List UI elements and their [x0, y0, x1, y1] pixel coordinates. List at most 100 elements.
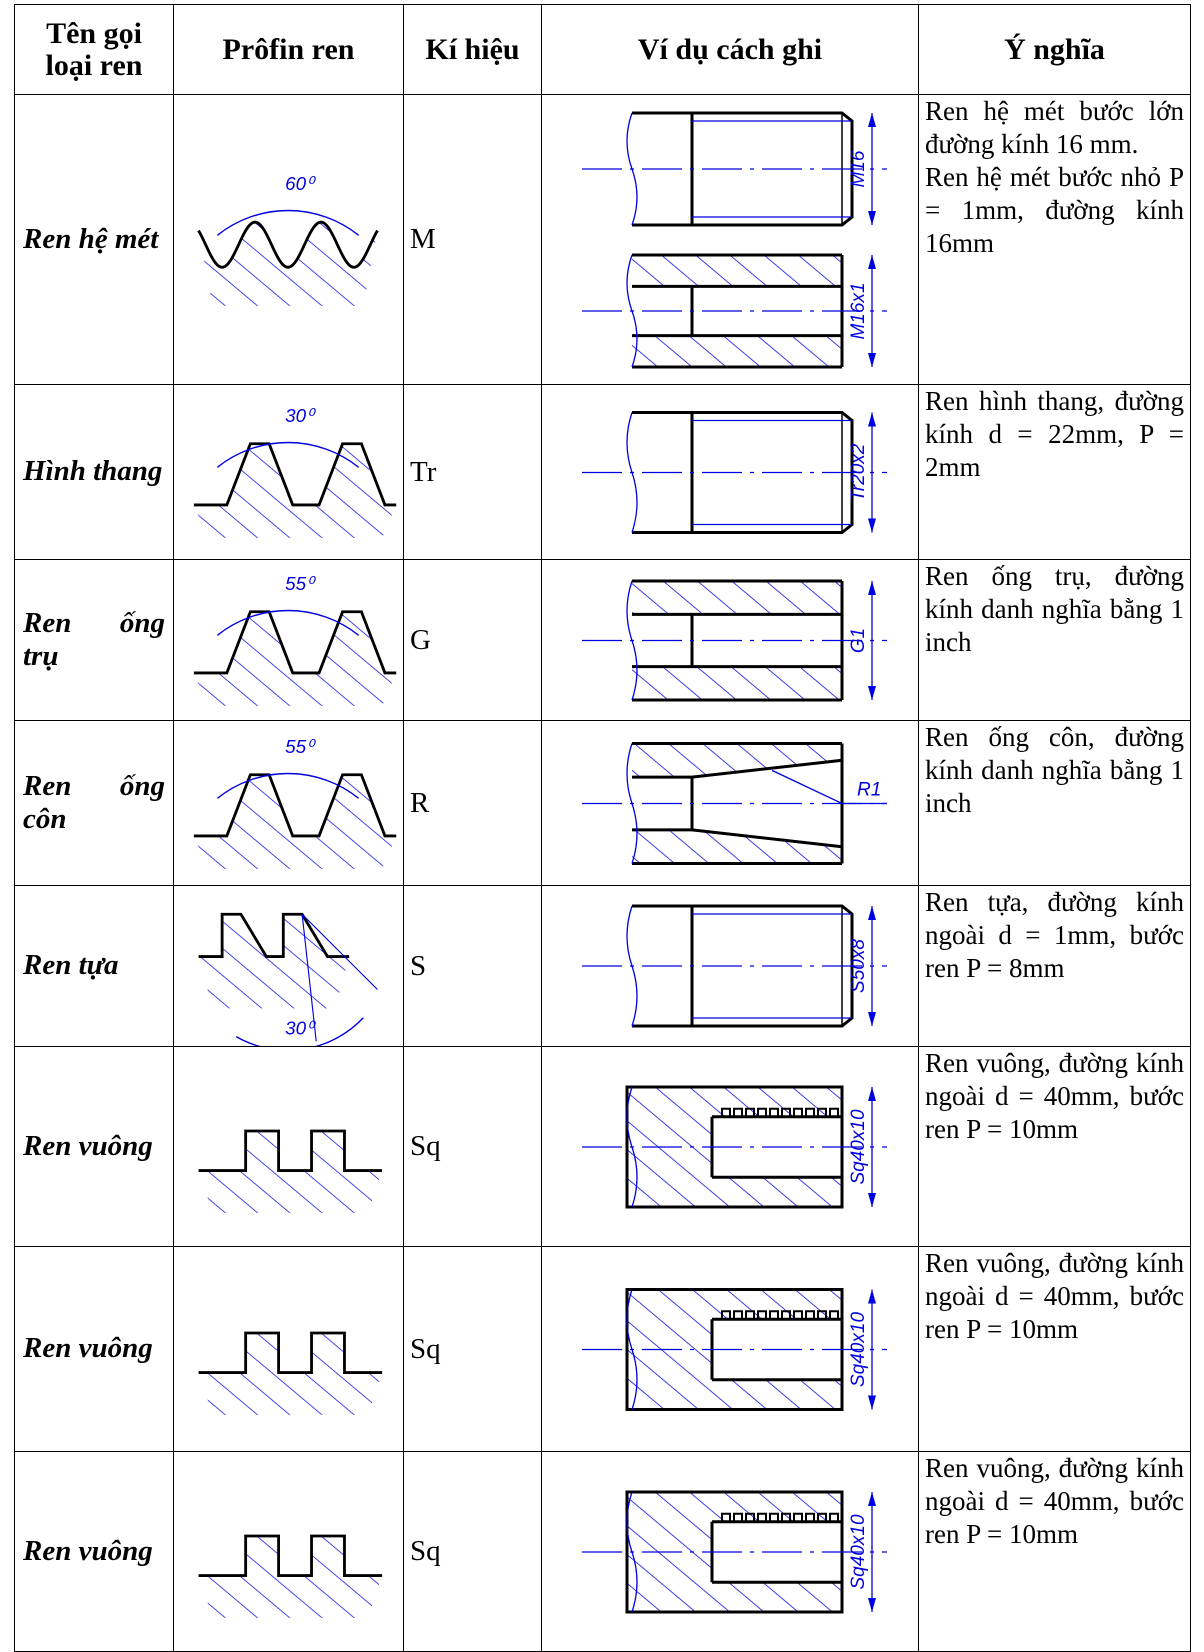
table-row: Ren ống trụ 55⁰ G G1 Ren ống trụ, đường kính… [14, 559, 1191, 721]
meaning-text: Ren hệ mét bước nhỏ P = 1mm, đường kính … [925, 161, 1184, 258]
header-row: Tên gọi loại ren Prôfin ren Kí hiệu Ví d… [14, 4, 1191, 95]
arrowhead [868, 352, 876, 367]
table-row: Ren vuông Sq Sq40x10 Ren vuông, đường kính … [14, 1046, 1191, 1247]
example-group: Sq40x10 [582, 1287, 887, 1411]
example-cell: Sq40x10 [541, 1451, 919, 1652]
dimension-label: Tr20x2 [848, 443, 869, 501]
hatch-area [193, 774, 397, 869]
profile-drawing [198, 1129, 383, 1213]
thread-name: Ren ống trụ [14, 559, 174, 721]
arrowhead [868, 518, 876, 532]
meaning-cell: Ren hệ mét bước lớn đường kính 16 mm. Ren… [918, 94, 1191, 385]
hatch-area [193, 443, 397, 538]
angle-label: 60⁰ [285, 173, 316, 194]
thread-teeth [721, 1107, 842, 1118]
example-cell: G1 [541, 559, 919, 721]
dimension-label: R1 [857, 779, 881, 800]
example-drawing: Sq40x10 [582, 1287, 887, 1411]
thread-teeth [721, 1309, 842, 1320]
example-group: Sq40x10 [582, 1490, 887, 1613]
thread-symbol: S [403, 885, 542, 1047]
thread-table: Tên gọi loại ren Prôfin ren Kí hiệu Ví d… [14, 4, 1191, 1652]
hatch-area [193, 611, 397, 706]
angle-label: 30⁰ [285, 1018, 316, 1039]
example-cell: Sq40x10 [541, 1246, 919, 1452]
angle-arc [216, 441, 360, 468]
profile-cell: 30⁰ [173, 384, 404, 560]
hatch-area [632, 666, 842, 700]
arrowhead [868, 412, 876, 426]
angle-arc [216, 209, 360, 236]
example-group: Sq40x10 [582, 1085, 887, 1208]
profile-drawing [198, 1534, 383, 1618]
example-drawing: Sq40x10 [582, 1490, 887, 1613]
hatch-area [632, 580, 842, 614]
arrowhead [868, 1597, 876, 1612]
header-cell: Ý nghĩa [918, 4, 1191, 95]
thread-name: Ren tựa [14, 885, 174, 1047]
meaning-text: Ren hệ mét bước lớn đường kính 16 mm. [925, 96, 1184, 159]
thread-name: Ren vuông [14, 1451, 174, 1652]
example-group: M16x1 [582, 253, 887, 368]
thread-name: Ren vuông [14, 1246, 174, 1452]
dimension-label: Sq40x10 [848, 1514, 869, 1589]
hatch-area [632, 829, 842, 863]
arrowhead [868, 1491, 876, 1506]
arrowhead [868, 1192, 876, 1207]
meaning-text: Ren ống côn, đường kính danh nghĩa bằng … [925, 722, 1184, 818]
example-drawing: M16 M16x1 [582, 111, 887, 368]
meaning-text: Ren ống trụ, đường kính danh nghĩa bằng … [925, 561, 1184, 657]
arrowhead [868, 1395, 876, 1409]
profile-group [198, 1129, 383, 1213]
profile-group: 30⁰ [198, 912, 378, 1046]
arrowhead [868, 685, 876, 700]
thread-profile [197, 220, 379, 269]
example-cell: Sq40x10 [541, 1046, 919, 1247]
thread-teeth [721, 1512, 842, 1523]
dimension-label: G1 [848, 627, 869, 652]
meaning-cell: Ren tựa, đường kính ngoài d = 1mm, bước … [918, 885, 1191, 1047]
arrowhead [868, 254, 876, 269]
thread-profile [193, 773, 397, 838]
meaning-cell: Ren vuông, đường kính ngoài d = 40mm, bư… [918, 1246, 1191, 1452]
thread-symbol: Sq [403, 1246, 542, 1452]
meaning-text: Ren vuông, đường kính ngoài d = 40mm, bư… [925, 1048, 1184, 1144]
profile-cell: 55⁰ [173, 559, 404, 721]
thread-profile [198, 1129, 383, 1172]
example-group: M16 [582, 111, 887, 226]
header-cell: Ví dụ cách ghi [541, 4, 919, 95]
thread-name: Ren hệ mét [14, 94, 174, 385]
hatch-area [632, 254, 842, 286]
angle-label: 30⁰ [285, 405, 316, 426]
table-row: Ren tựa 30⁰ S S50x8 Ren tựa, đường kính ngoà… [14, 885, 1191, 1047]
thread-name: Ren ống côn [14, 720, 174, 886]
profile-drawing: 55⁰ [193, 573, 397, 706]
example-cell: M16 M16x1 [541, 94, 919, 385]
dimension-label: M16x1 [848, 282, 869, 339]
example-group: R1 [582, 741, 887, 865]
example-group: S50x8 [582, 904, 887, 1028]
profile-drawing: 60⁰ [197, 173, 379, 306]
thread-profile [193, 610, 397, 675]
outline [691, 758, 843, 779]
profile-group: 55⁰ [193, 736, 397, 869]
table-row: Ren vuông Sq Sq40x10 Ren vuông, đường kính … [14, 1246, 1191, 1452]
meaning-text: Ren vuông, đường kính ngoài d = 40mm, bư… [925, 1453, 1184, 1549]
thread-profile [198, 1331, 383, 1374]
arrowhead [868, 112, 876, 127]
profile-drawing [198, 1331, 383, 1415]
arrowhead [868, 1289, 876, 1303]
dimension-label: Sq40x10 [848, 1311, 869, 1386]
hatch-area [632, 743, 842, 777]
angle-arc [235, 1017, 364, 1046]
leader-line [771, 769, 887, 804]
thread-symbol: R [403, 720, 542, 886]
thread-symbol: Sq [403, 1046, 542, 1247]
example-drawing: G1 [582, 579, 887, 701]
table-row: Hình thang 30⁰ Tr Tr20x2 Ren hình thang, đườ… [14, 384, 1191, 560]
meaning-cell: Ren vuông, đường kính ngoài d = 40mm, bư… [918, 1451, 1191, 1652]
dimension-label: S50x8 [848, 939, 869, 993]
thread-profile [198, 1534, 383, 1577]
table-row: Ren ống côn 55⁰ R R1 Ren ống côn, đường kính… [14, 720, 1191, 886]
